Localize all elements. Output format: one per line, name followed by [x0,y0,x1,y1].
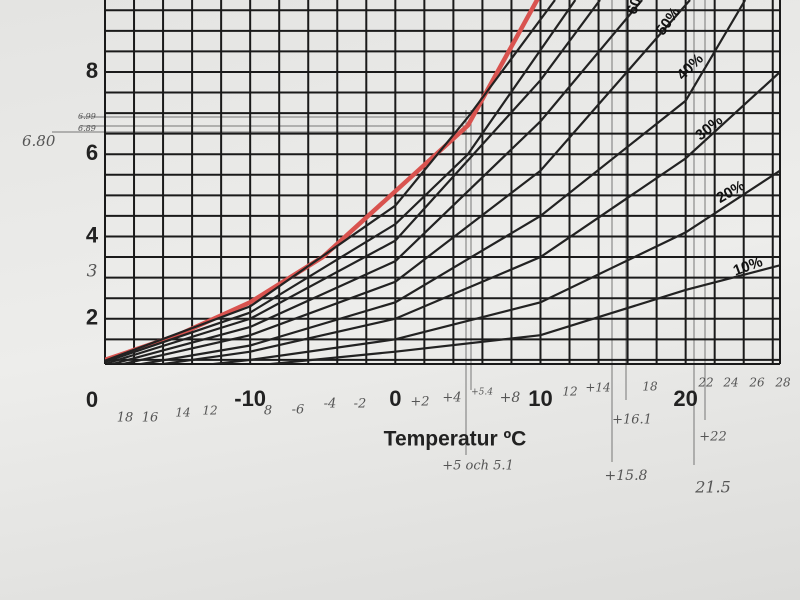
curve [105,0,601,364]
handwritten-note: 16 [142,411,159,426]
handwritten-guides [52,0,706,465]
grid [104,0,781,365]
x-tick-label: 10 [528,386,552,411]
curve [259,264,780,364]
y-tick-label: 6 [86,140,98,165]
handwritten-note: +22 [699,430,726,445]
handwritten-note: 8 [264,404,272,419]
x-axis-title: Temperatur ºC [384,428,527,451]
curve [134,0,747,364]
y-tick-label: 0 [86,387,98,412]
handwritten-note: -2 [354,397,367,412]
handwritten-note: 21.5 [694,478,731,497]
curve-label: 40% [674,50,707,83]
handwritten-note: +16.1 [612,413,652,428]
handwritten-note: +15.8 [605,468,648,484]
curve-label: 30% [692,112,726,144]
curve [155,71,780,364]
handwritten-note: 12 [202,404,217,418]
handwritten-note: 22 [697,376,713,390]
y-tick-label: 2 [86,305,98,330]
handwritten-note: +5 och 5.1 [442,459,514,474]
handwritten-note: 24 [722,376,738,390]
curve [105,0,540,363]
handwritten-note: -6 [292,403,305,418]
handwritten-note: +2 [410,395,429,410]
y-tick-label: 8 [86,58,98,83]
curve [105,0,556,362]
curve [108,0,643,364]
handwritten-note: 28 [774,376,791,390]
handwritten-note: 6.89 [78,124,96,133]
curve [105,0,577,363]
handwritten-note: 6.99 [78,112,96,121]
curve [118,0,691,364]
handwritten-note: +5.4 [471,388,493,398]
handwritten-note: 26 [748,376,765,390]
handwritten-note: -4 [324,397,337,412]
y-tick-label: 4 [86,222,99,247]
handwritten-note: +4 [442,391,461,406]
handwritten-note: 18 [117,411,134,426]
x-tick-label: -10 [234,386,266,411]
handwritten-note: +14 [585,381,610,395]
curve [204,169,780,364]
handwritten-note: 3 [87,262,98,282]
x-tick-label: 0 [389,386,401,411]
handwritten-note: +8 [500,390,521,406]
x-tick-label: 20 [673,386,697,411]
handwritten-note: 12 [562,385,577,399]
handwritten-note: 14 [175,406,190,420]
handwritten-note: 6.80 [22,132,56,150]
handwritten-note: 18 [642,380,658,394]
curves [105,0,780,364]
